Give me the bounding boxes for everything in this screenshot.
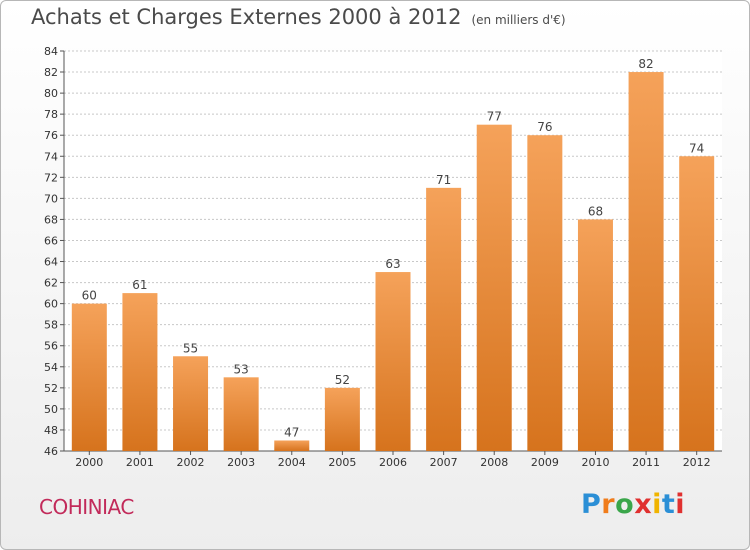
x-tick-label-2009: 2009 [531,456,559,469]
bar-2008 [476,124,512,452]
logo-letter: t [661,489,676,520]
data-label-2012: 74 [689,141,704,155]
y-tick-label: 46 [44,445,58,458]
x-tick-label-2012: 2012 [683,456,711,469]
x-tick-label-2003: 2003 [227,456,255,469]
bar-2003 [223,377,259,451]
bar-2010 [577,219,613,451]
logo-letter: P [581,489,602,520]
x-tick-label-2001: 2001 [126,456,154,469]
x-tick-label-2011: 2011 [632,456,660,469]
logo-letter: o [615,489,635,520]
y-tick-label: 52 [44,382,58,395]
y-tick-label: 58 [44,319,58,332]
bar-2011 [628,72,664,451]
logo-letter: r [601,489,616,520]
bar-2001 [122,293,158,451]
logo-letter: x [634,489,653,520]
data-label-2011: 82 [638,57,653,71]
data-label-2006: 63 [385,257,400,271]
y-tick-label: 62 [44,277,58,290]
y-tick-label: 84 [44,45,58,58]
y-tick-label: 70 [44,192,58,205]
title-text: Achats et Charges Externes 2000 à 2012 [31,5,462,29]
data-label-2000: 60 [82,289,97,303]
data-label-2008: 77 [487,110,502,124]
x-tick-label-2010: 2010 [581,456,609,469]
logo-letter: i [675,489,686,520]
bar-2007 [426,187,462,451]
y-tick-label: 48 [44,424,58,437]
data-label-2002: 55 [183,341,198,355]
bar-2012 [679,156,715,451]
y-tick-label: 56 [44,340,58,353]
y-tick-label: 64 [44,256,58,269]
logo-letter: i [652,489,662,520]
bar-2005 [324,387,360,451]
x-tick-label-2007: 2007 [430,456,458,469]
x-tick-label-2004: 2004 [278,456,306,469]
proxiti-logo: Proxiti [581,489,685,520]
bar-2000 [71,303,107,451]
y-tick-label: 66 [44,234,58,247]
data-label-2009: 76 [537,120,552,134]
x-tick-label-2006: 2006 [379,456,407,469]
y-tick-label: 80 [44,87,58,100]
data-label-2010: 68 [588,204,603,218]
unit-label: (en milliers d'€) [471,13,566,27]
data-label-2007: 71 [436,173,451,187]
x-tick-label-2005: 2005 [328,456,356,469]
y-tick-label: 78 [44,108,58,121]
x-tick-label-2002: 2002 [177,456,205,469]
y-tick-label: 60 [44,298,58,311]
x-tick-label-2000: 2000 [75,456,103,469]
bar-2004 [274,440,310,451]
commune-name: COHINIAC [39,495,134,519]
data-label-2001: 61 [132,278,147,292]
data-label-2004: 47 [284,425,299,439]
x-tick-label-2008: 2008 [480,456,508,469]
data-label-2003: 53 [234,362,249,376]
chart-title: Achats et Charges Externes 2000 à 2012 (e… [31,5,566,29]
y-tick-label: 74 [44,150,58,163]
y-tick-label: 54 [44,361,58,374]
y-tick-label: 72 [44,171,58,184]
y-tick-label: 68 [44,213,58,226]
bar-2002 [173,356,209,451]
y-tick-label: 50 [44,403,58,416]
y-tick-label: 82 [44,66,58,79]
bar-2006 [375,272,411,451]
data-label-2005: 52 [335,373,350,387]
bar-2009 [527,135,563,452]
y-tick-label: 76 [44,129,58,142]
